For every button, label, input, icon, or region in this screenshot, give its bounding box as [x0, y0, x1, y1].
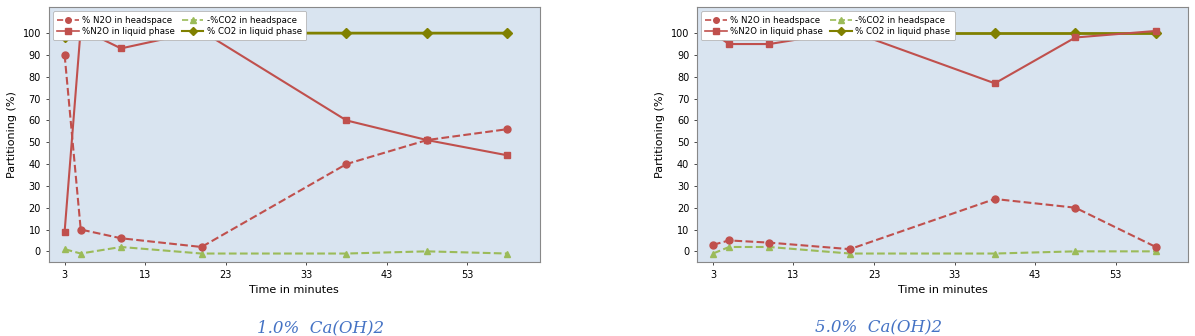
Text: 1.0%  Ca(OH)2: 1.0% Ca(OH)2: [257, 320, 384, 336]
X-axis label: Time in minutes: Time in minutes: [250, 286, 339, 295]
Legend: % N2O in headspace, %N2O in liquid phase, -%CO2 in headspace, % CO2 in liquid ph: % N2O in headspace, %N2O in liquid phase…: [53, 11, 306, 40]
Legend: % N2O in headspace, %N2O in liquid phase, -%CO2 in headspace, % CO2 in liquid ph: % N2O in headspace, %N2O in liquid phase…: [701, 11, 955, 40]
Y-axis label: Partitioning (%): Partitioning (%): [7, 91, 17, 178]
Text: 5.0%  Ca(OH)2: 5.0% Ca(OH)2: [815, 320, 942, 336]
X-axis label: Time in minutes: Time in minutes: [897, 286, 987, 295]
Y-axis label: Partitioning (%): Partitioning (%): [655, 91, 666, 178]
